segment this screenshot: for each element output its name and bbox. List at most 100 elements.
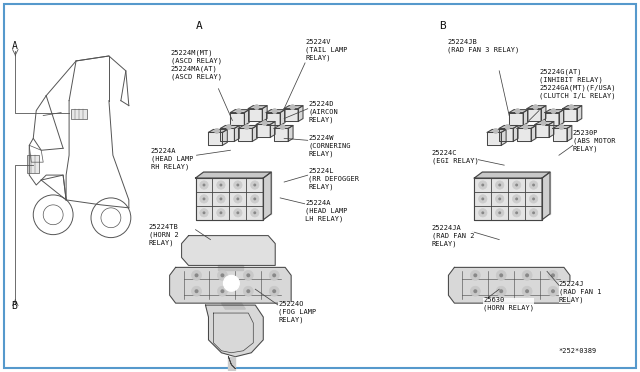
Circle shape: [529, 195, 538, 203]
Circle shape: [499, 289, 503, 293]
Circle shape: [251, 181, 259, 189]
Circle shape: [479, 181, 487, 189]
Polygon shape: [209, 129, 227, 132]
Circle shape: [499, 183, 501, 186]
Circle shape: [479, 209, 487, 217]
Polygon shape: [563, 109, 577, 122]
Circle shape: [236, 109, 241, 113]
Bar: [71, 109, 87, 119]
Circle shape: [481, 211, 484, 214]
Circle shape: [280, 125, 285, 129]
Polygon shape: [487, 132, 501, 145]
Polygon shape: [244, 110, 249, 125]
Text: 25224M(MT)
(ASCD RELAY)
25224MA(AT)
(ASCD RELAY): 25224M(MT) (ASCD RELAY) 25224MA(AT) (ASC…: [171, 49, 221, 80]
Circle shape: [253, 211, 256, 214]
Circle shape: [253, 183, 256, 186]
Polygon shape: [228, 357, 236, 370]
Circle shape: [532, 198, 535, 201]
Circle shape: [243, 286, 253, 296]
Polygon shape: [218, 265, 243, 270]
Circle shape: [217, 195, 225, 203]
Polygon shape: [274, 128, 288, 141]
Polygon shape: [499, 128, 513, 141]
Circle shape: [191, 270, 202, 280]
Polygon shape: [527, 109, 541, 122]
Polygon shape: [523, 110, 528, 125]
Polygon shape: [196, 178, 263, 220]
Polygon shape: [563, 106, 582, 109]
Polygon shape: [509, 113, 523, 125]
Circle shape: [551, 289, 555, 293]
Circle shape: [525, 273, 529, 277]
Circle shape: [272, 273, 276, 277]
Polygon shape: [248, 109, 262, 122]
Polygon shape: [274, 125, 293, 128]
Circle shape: [217, 181, 225, 189]
Text: A: A: [196, 21, 202, 31]
Circle shape: [236, 198, 239, 201]
Polygon shape: [517, 125, 536, 128]
Circle shape: [513, 209, 521, 217]
Circle shape: [569, 105, 574, 110]
Circle shape: [559, 125, 564, 129]
Circle shape: [202, 211, 205, 214]
Polygon shape: [474, 172, 550, 178]
Polygon shape: [449, 267, 570, 303]
Circle shape: [272, 109, 277, 113]
Circle shape: [269, 270, 279, 280]
Circle shape: [495, 195, 504, 203]
Polygon shape: [220, 128, 234, 141]
Text: 25224TB
(HORN 2
RELAY): 25224TB (HORN 2 RELAY): [148, 224, 179, 246]
Polygon shape: [549, 122, 554, 137]
Polygon shape: [238, 128, 252, 141]
Circle shape: [499, 198, 501, 201]
Circle shape: [495, 181, 504, 189]
Circle shape: [251, 209, 259, 217]
Polygon shape: [223, 129, 227, 145]
Polygon shape: [474, 178, 542, 220]
Circle shape: [254, 105, 259, 110]
Circle shape: [214, 128, 220, 134]
Text: 25224JA
(RAD FAN 2
RELAY): 25224JA (RAD FAN 2 RELAY): [431, 225, 474, 247]
Circle shape: [290, 105, 295, 110]
Polygon shape: [170, 267, 291, 303]
Polygon shape: [553, 128, 567, 141]
Circle shape: [262, 121, 268, 125]
Circle shape: [246, 289, 250, 293]
Text: 25224O
(FOG LAMP
RELAY): 25224O (FOG LAMP RELAY): [278, 301, 316, 323]
Polygon shape: [535, 125, 549, 137]
Circle shape: [479, 195, 487, 203]
Circle shape: [548, 270, 558, 280]
Polygon shape: [545, 110, 564, 113]
Polygon shape: [527, 106, 546, 109]
Circle shape: [234, 181, 242, 189]
Circle shape: [220, 211, 222, 214]
Circle shape: [525, 289, 529, 293]
Circle shape: [200, 181, 208, 189]
Polygon shape: [230, 113, 244, 125]
Polygon shape: [220, 125, 239, 128]
Polygon shape: [234, 125, 239, 141]
Text: 25224J
(RAD FAN 1
RELAY): 25224J (RAD FAN 1 RELAY): [559, 281, 602, 303]
Circle shape: [470, 270, 480, 280]
Circle shape: [496, 286, 506, 296]
Polygon shape: [535, 122, 554, 125]
Circle shape: [481, 183, 484, 186]
Circle shape: [195, 273, 198, 277]
Circle shape: [515, 109, 520, 113]
Polygon shape: [221, 303, 245, 309]
Circle shape: [202, 198, 205, 201]
Circle shape: [218, 270, 227, 280]
Circle shape: [234, 209, 242, 217]
Text: 25224A
(HEAD LAMP
RH RELAY): 25224A (HEAD LAMP RH RELAY): [151, 148, 193, 170]
Polygon shape: [487, 129, 506, 132]
Circle shape: [474, 273, 477, 277]
Circle shape: [246, 273, 250, 277]
Polygon shape: [263, 172, 271, 220]
Circle shape: [195, 289, 198, 293]
Text: 25224L
(RR DEFOGGER
RELAY): 25224L (RR DEFOGGER RELAY): [308, 168, 359, 190]
Circle shape: [470, 286, 480, 296]
Polygon shape: [542, 172, 550, 220]
Circle shape: [236, 211, 239, 214]
Circle shape: [200, 195, 208, 203]
